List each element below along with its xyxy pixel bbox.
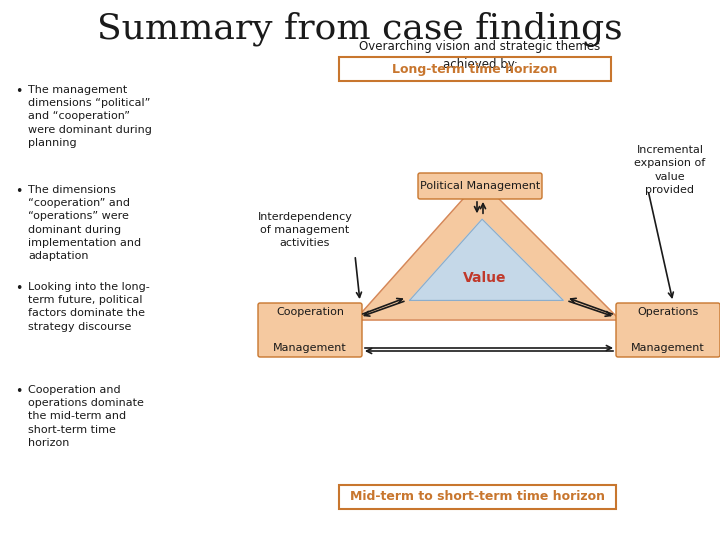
Text: Incremental
expansion of
value
provided: Incremental expansion of value provided xyxy=(634,145,706,195)
Text: Cooperation and
operations dominate
the mid-term and
short-term time
horizon: Cooperation and operations dominate the … xyxy=(28,385,144,448)
Text: The dimensions
“cooperation” and
“operations” were
dominant during
implementatio: The dimensions “cooperation” and “operat… xyxy=(28,185,141,261)
Text: Long-term time horizon: Long-term time horizon xyxy=(392,63,558,76)
Text: •: • xyxy=(15,385,22,398)
Text: Summary from case findings: Summary from case findings xyxy=(97,12,623,46)
Text: Interdependency
of management
activities: Interdependency of management activities xyxy=(258,212,352,248)
FancyBboxPatch shape xyxy=(418,173,542,199)
Text: Overarching vision and strategic themes
achieved by:: Overarching vision and strategic themes … xyxy=(359,40,600,71)
Text: •: • xyxy=(15,85,22,98)
Polygon shape xyxy=(410,219,563,300)
Text: Value: Value xyxy=(463,271,507,285)
Text: Operations

Management: Operations Management xyxy=(631,307,705,353)
FancyBboxPatch shape xyxy=(616,303,720,357)
FancyBboxPatch shape xyxy=(339,485,616,509)
Text: Mid-term to short-term time horizon: Mid-term to short-term time horizon xyxy=(350,490,605,503)
Text: •: • xyxy=(15,185,22,198)
Polygon shape xyxy=(355,180,620,320)
Text: Political Management: Political Management xyxy=(420,181,540,191)
FancyBboxPatch shape xyxy=(258,303,362,357)
Text: •: • xyxy=(15,282,22,295)
Text: The management
dimensions “political”
and “cooperation”
were dominant during
pla: The management dimensions “political” an… xyxy=(28,85,152,148)
Text: Looking into the long-
term future, political
factors dominate the
strategy disc: Looking into the long- term future, poli… xyxy=(28,282,150,332)
Text: Cooperation

Management: Cooperation Management xyxy=(273,307,347,353)
FancyBboxPatch shape xyxy=(339,57,611,81)
